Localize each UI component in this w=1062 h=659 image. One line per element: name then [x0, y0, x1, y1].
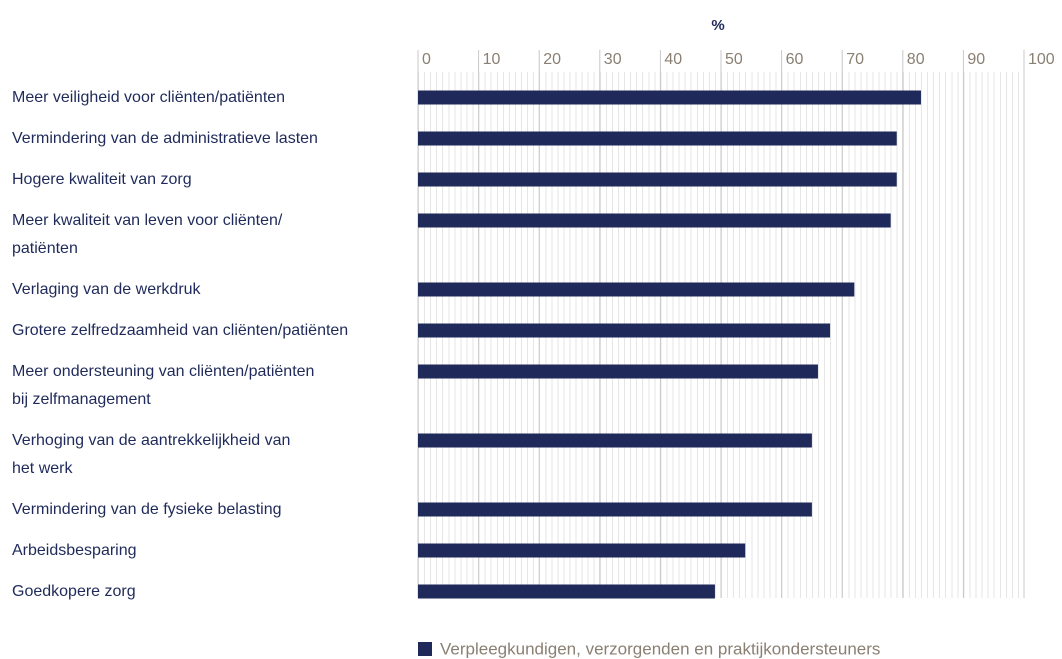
bar — [418, 172, 897, 187]
category-label: Verhoging van de aantrekkelijkheid van h… — [12, 431, 291, 477]
legend-label: Verpleegkundigen, verzorgenden en prakti… — [440, 639, 880, 658]
x-tick-label: 90 — [967, 51, 985, 68]
bar — [418, 584, 715, 599]
x-tick-label: 20 — [543, 51, 561, 68]
x-tick-label: 10 — [483, 51, 501, 68]
category-label: Arbeidsbesparing — [12, 541, 137, 559]
bar — [418, 90, 921, 105]
x-tick-label: 40 — [664, 51, 682, 68]
bar — [418, 213, 891, 228]
bar — [418, 323, 831, 338]
category-labels: Meer veiligheid voor cliënten/patiënten V… — [12, 77, 412, 612]
category-label: Vermindering van de administratieve last… — [12, 129, 318, 147]
legend-swatch — [418, 642, 432, 656]
category-label: Meer ondersteuning van cliënten/patiënte… — [12, 362, 315, 408]
bar — [418, 131, 897, 146]
bar — [418, 282, 855, 297]
category-label: Grotere zelfredzaamheid van cliënten/pat… — [12, 321, 349, 339]
category-label: Goedkopere zorg — [12, 582, 136, 600]
chart-title: % — [711, 17, 724, 34]
x-tick-label: 100 — [1028, 51, 1055, 68]
bar — [418, 364, 818, 379]
category-label: Verlaging van de werkdruk — [12, 280, 201, 298]
x-tick-label: 30 — [604, 51, 622, 68]
bar — [418, 433, 812, 448]
x-tick-label: 70 — [846, 51, 864, 68]
category-label: Meer veiligheid voor cliënten/patiënten — [12, 88, 286, 106]
bar — [418, 502, 812, 517]
x-tick-label: 0 — [422, 51, 431, 68]
x-tick-label: 60 — [786, 51, 804, 68]
category-label: Meer kwaliteit van leven voor cliënten/ … — [12, 211, 283, 257]
x-tick-label: 50 — [725, 51, 743, 68]
category-label: Vermindering van de fysieke belasting — [12, 500, 282, 518]
x-tick-label: 80 — [907, 51, 925, 68]
bar — [418, 543, 746, 558]
category-label: Hogere kwaliteit van zorg — [12, 170, 192, 188]
